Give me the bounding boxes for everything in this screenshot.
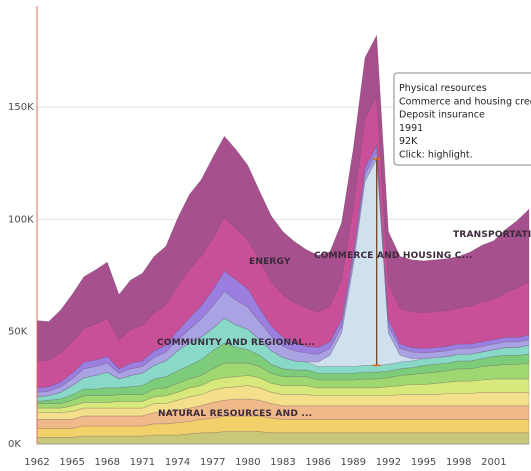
x-tick-label: 1965 (59, 457, 84, 468)
y-axis: 0K 50K 100K 150K (8, 102, 34, 450)
tooltip-line: Click: highlight. (399, 150, 473, 161)
x-tick-label: 1971 (130, 457, 155, 468)
area-series-9[interactable] (36, 150, 530, 398)
x-tick-label: 1974 (165, 457, 190, 468)
stream-labels: NATURAL RESOURCES AND ... COMMUNITY AND R… (157, 230, 531, 419)
y-tick-label: 0K (8, 439, 21, 450)
tooltip-line: 1991 (399, 123, 423, 134)
x-tick-label: 1992 (376, 457, 401, 468)
plot-frame (36, 6, 529, 445)
y-tick-label: 100K (8, 214, 34, 225)
x-tick-label: 1968 (95, 457, 120, 468)
tooltip-box (393, 72, 531, 166)
tooltip-line: 92K (399, 136, 418, 147)
x-axis: 1962 1965 1968 1971 1974 1977 1980 1983 1986 1989… (24, 457, 506, 468)
y-tick-label: 150K (8, 102, 34, 113)
tooltip: Physical resources Commerce and housing c… (372, 72, 531, 367)
stream-label: NATURAL RESOURCES AND ... (158, 409, 312, 419)
tooltip-line: Deposit insurance (399, 110, 485, 121)
x-tick-label: 1983 (270, 457, 295, 468)
tooltip-line: Commerce and housing credit (399, 96, 531, 107)
tooltip-line: Physical resources (399, 83, 487, 94)
stream-label: COMMUNITY AND REGIONAL... (157, 338, 315, 348)
x-tick-label: 1986 (305, 457, 330, 468)
area-series-12[interactable] (36, 34, 530, 362)
x-tick-label: 1980 (235, 457, 260, 468)
x-tick-label: 1962 (24, 457, 49, 468)
area-series (36, 34, 530, 445)
x-tick-label: 1989 (341, 457, 366, 468)
stream-label: ENERGY (249, 257, 291, 267)
x-tick-label: 1998 (446, 457, 471, 468)
x-tick-label: 2001 (481, 457, 506, 468)
stream-label: TRANSPORTATI (453, 230, 531, 240)
x-tick-label: 1977 (200, 457, 225, 468)
y-tick-label: 50K (8, 327, 28, 338)
stream-label: COMMERCE AND HOUSING C... (314, 251, 472, 261)
x-tick-label: 1995 (411, 457, 436, 468)
